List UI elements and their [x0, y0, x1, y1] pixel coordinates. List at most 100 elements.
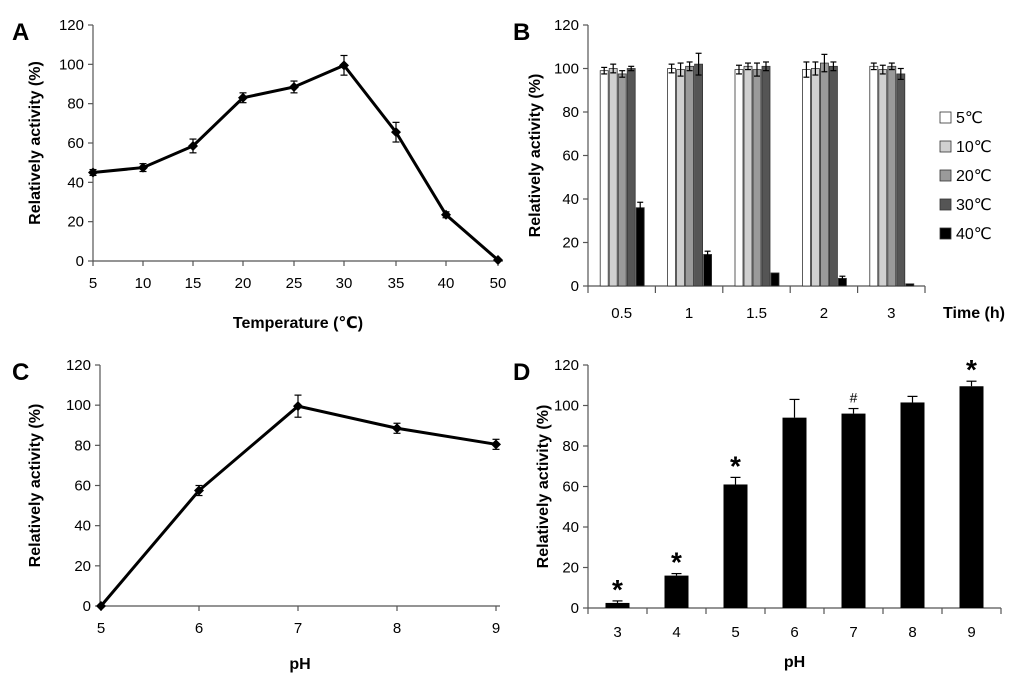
d-y-tick-label: 100	[554, 398, 579, 415]
c-data-point	[491, 439, 501, 450]
b-bar	[608, 68, 618, 287]
d-bar	[605, 602, 630, 608]
d-x-tick-label: 3	[613, 624, 621, 641]
a-y-tick-label: 0	[76, 253, 84, 270]
c-y-tick-label: 80	[74, 437, 91, 454]
b-bar	[869, 65, 879, 287]
c-x-axis-label: pH	[289, 656, 310, 673]
b-legend-swatch	[939, 169, 952, 182]
b-bar	[761, 65, 771, 287]
d-significance-star: *	[966, 354, 977, 385]
c-data-point	[194, 485, 204, 496]
c-panel-letter: C	[12, 359, 29, 386]
b-x-axis-label: Time (h)	[943, 305, 1005, 322]
a-data-point	[138, 162, 148, 173]
c-x-tick-label: 5	[97, 620, 105, 637]
a-y-tick-label: 60	[67, 135, 84, 152]
c-data-point	[392, 423, 402, 434]
c-y-tick-label: 40	[74, 518, 91, 535]
b-bar	[887, 65, 897, 287]
d-x-tick-label: 7	[849, 624, 857, 641]
b-y-tick-label: 0	[571, 278, 579, 295]
a-x-tick-label: 50	[490, 275, 507, 292]
d-x-tick-label: 8	[908, 624, 916, 641]
b-legend-swatch	[939, 111, 952, 124]
c-data-point	[96, 601, 106, 611]
a-x-tick-label: 30	[336, 275, 353, 292]
b-bar	[752, 69, 762, 287]
b-bar	[626, 68, 636, 287]
a-y-tick-label: 100	[59, 56, 84, 73]
b-bar	[734, 69, 744, 287]
c-x-tick-label: 6	[195, 620, 203, 637]
d-y-axis-label: Relatively activity (%)	[535, 405, 552, 569]
a-series-line	[92, 63, 499, 262]
d-x-tick-label: 9	[967, 624, 975, 641]
b-bar	[770, 272, 780, 287]
chart-c: C 0 20 40 60 80 100 120 Relatively activity (%) 5…	[12, 357, 501, 673]
b-bar	[802, 69, 811, 287]
chart-a: A 0 20 40 60 80 100 120 Relatively activity (%) 5…	[12, 17, 506, 332]
a-x-tick-label: 25	[286, 275, 303, 292]
chart-d: D 0 20 40 60 80 100 120 Relatively activity (%) 3…	[513, 354, 1002, 671]
c-y-tick-label: 100	[66, 397, 91, 414]
b-x-tick-label: 1.5	[746, 305, 767, 322]
b-y-tick-label: 100	[554, 61, 579, 78]
b-bar	[896, 73, 906, 287]
b-bar	[878, 69, 888, 287]
a-y-axis-label: Relatively activity (%)	[27, 61, 44, 225]
c-y-tick-label: 20	[74, 558, 91, 575]
d-x-tick-label: 4	[672, 624, 680, 641]
a-x-tick-label: 40	[438, 275, 455, 292]
b-x-tick-label: 2	[820, 305, 828, 322]
d-bar	[841, 413, 866, 608]
b-legend-label: 5℃	[956, 110, 983, 127]
a-x-tick-label: 5	[89, 275, 97, 292]
a-data-point	[441, 209, 451, 220]
a-data-point	[391, 127, 401, 138]
a-y-tick-label: 20	[67, 214, 84, 231]
b-legend-label: 40℃	[956, 226, 992, 243]
a-data-point	[238, 92, 248, 103]
b-panel-letter: B	[513, 19, 530, 46]
b-x-tick-label: 0.5	[611, 305, 632, 322]
d-y-tick-label: 40	[562, 519, 579, 536]
d-bar	[900, 402, 925, 608]
c-x-tick-label: 7	[294, 620, 302, 637]
d-panel-letter: D	[513, 359, 530, 386]
b-y-tick-label: 60	[562, 148, 579, 165]
d-significance-star: *	[612, 574, 623, 605]
a-x-tick-label: 15	[185, 275, 202, 292]
d-bar	[664, 575, 689, 608]
d-bar	[782, 417, 807, 608]
d-significance-star: *	[730, 450, 741, 481]
a-y-tick-label: 40	[67, 174, 84, 191]
c-series-line	[99, 404, 497, 607]
d-y-tick-label: 0	[571, 600, 579, 617]
b-x-tick-label: 1	[685, 305, 693, 322]
c-y-tick-label: 60	[74, 478, 91, 495]
c-y-tick-label: 0	[83, 598, 91, 615]
c-data-point	[293, 401, 303, 412]
b-y-tick-label: 40	[562, 191, 579, 208]
a-x-tick-label: 20	[235, 275, 252, 292]
d-bar	[723, 484, 748, 608]
b-bar	[617, 73, 627, 287]
d-y-tick-label: 60	[562, 479, 579, 496]
b-bar	[743, 65, 753, 287]
a-panel-letter: A	[12, 19, 29, 46]
a-x-tick-label: 10	[135, 275, 152, 292]
chart-b: B 0 20 40 60 80 100 120 Relatively activity (%) 0…	[513, 17, 1005, 322]
d-y-tick-label: 20	[562, 560, 579, 577]
b-legend-label: 10℃	[956, 139, 992, 156]
b-legend-label: 20℃	[956, 168, 992, 185]
a-x-axis-label: Temperature (℃)	[233, 315, 363, 332]
b-bar	[667, 68, 676, 287]
b-legend-swatch	[939, 227, 952, 240]
c-x-tick-label: 9	[492, 620, 500, 637]
a-y-tick-label: 80	[67, 96, 84, 113]
b-bar	[905, 283, 915, 287]
c-y-axis-label: Relatively activity (%)	[27, 404, 44, 568]
b-y-tick-label: 120	[554, 17, 579, 34]
a-y-tick-label: 120	[59, 17, 84, 34]
